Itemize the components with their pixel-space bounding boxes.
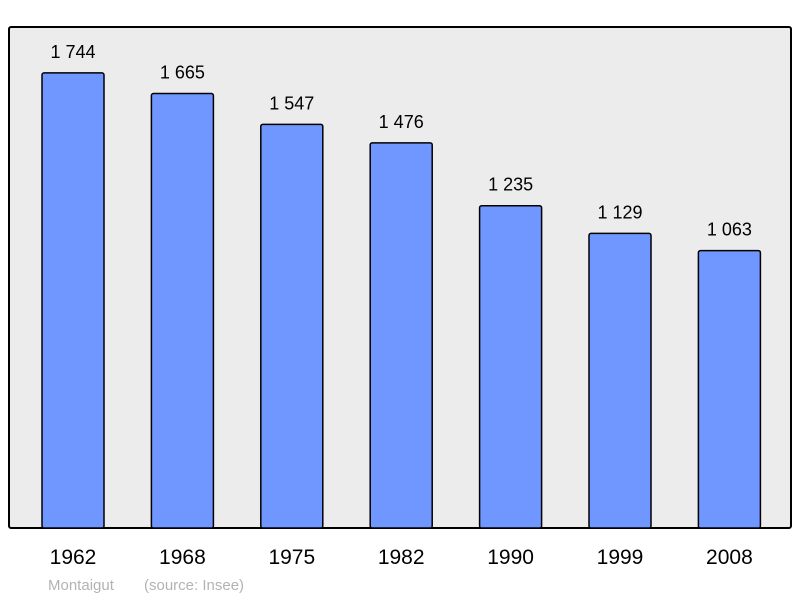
value-label-1999: 1 129	[597, 202, 642, 222]
bar-1990	[478, 204, 543, 529]
x-tick-1990: 1990	[487, 546, 534, 569]
bar-1975	[260, 123, 324, 529]
footer-source: (source: Insee)	[144, 577, 244, 594]
value-label-1990: 1 235	[488, 175, 533, 195]
bar-1982	[369, 142, 433, 529]
value-label-2008: 1 063	[707, 220, 752, 240]
value-label-1968: 1 665	[160, 63, 205, 83]
bar-2008	[697, 249, 762, 529]
bar-1968	[150, 92, 215, 529]
x-tick-1968: 1968	[159, 546, 206, 569]
value-label-1975: 1 547	[269, 93, 314, 113]
bar-1962	[41, 72, 105, 529]
bar-1999	[588, 232, 652, 529]
x-tick-2008: 2008	[706, 546, 753, 569]
value-label-1982: 1 476	[379, 112, 424, 132]
x-tick-1975: 1975	[268, 546, 315, 569]
x-tick-1999: 1999	[597, 546, 644, 569]
x-tick-1962: 1962	[50, 546, 97, 569]
footer-place: Montaigut	[48, 577, 115, 594]
x-tick-1982: 1982	[378, 546, 425, 569]
value-label-1962: 1 744	[50, 42, 95, 62]
